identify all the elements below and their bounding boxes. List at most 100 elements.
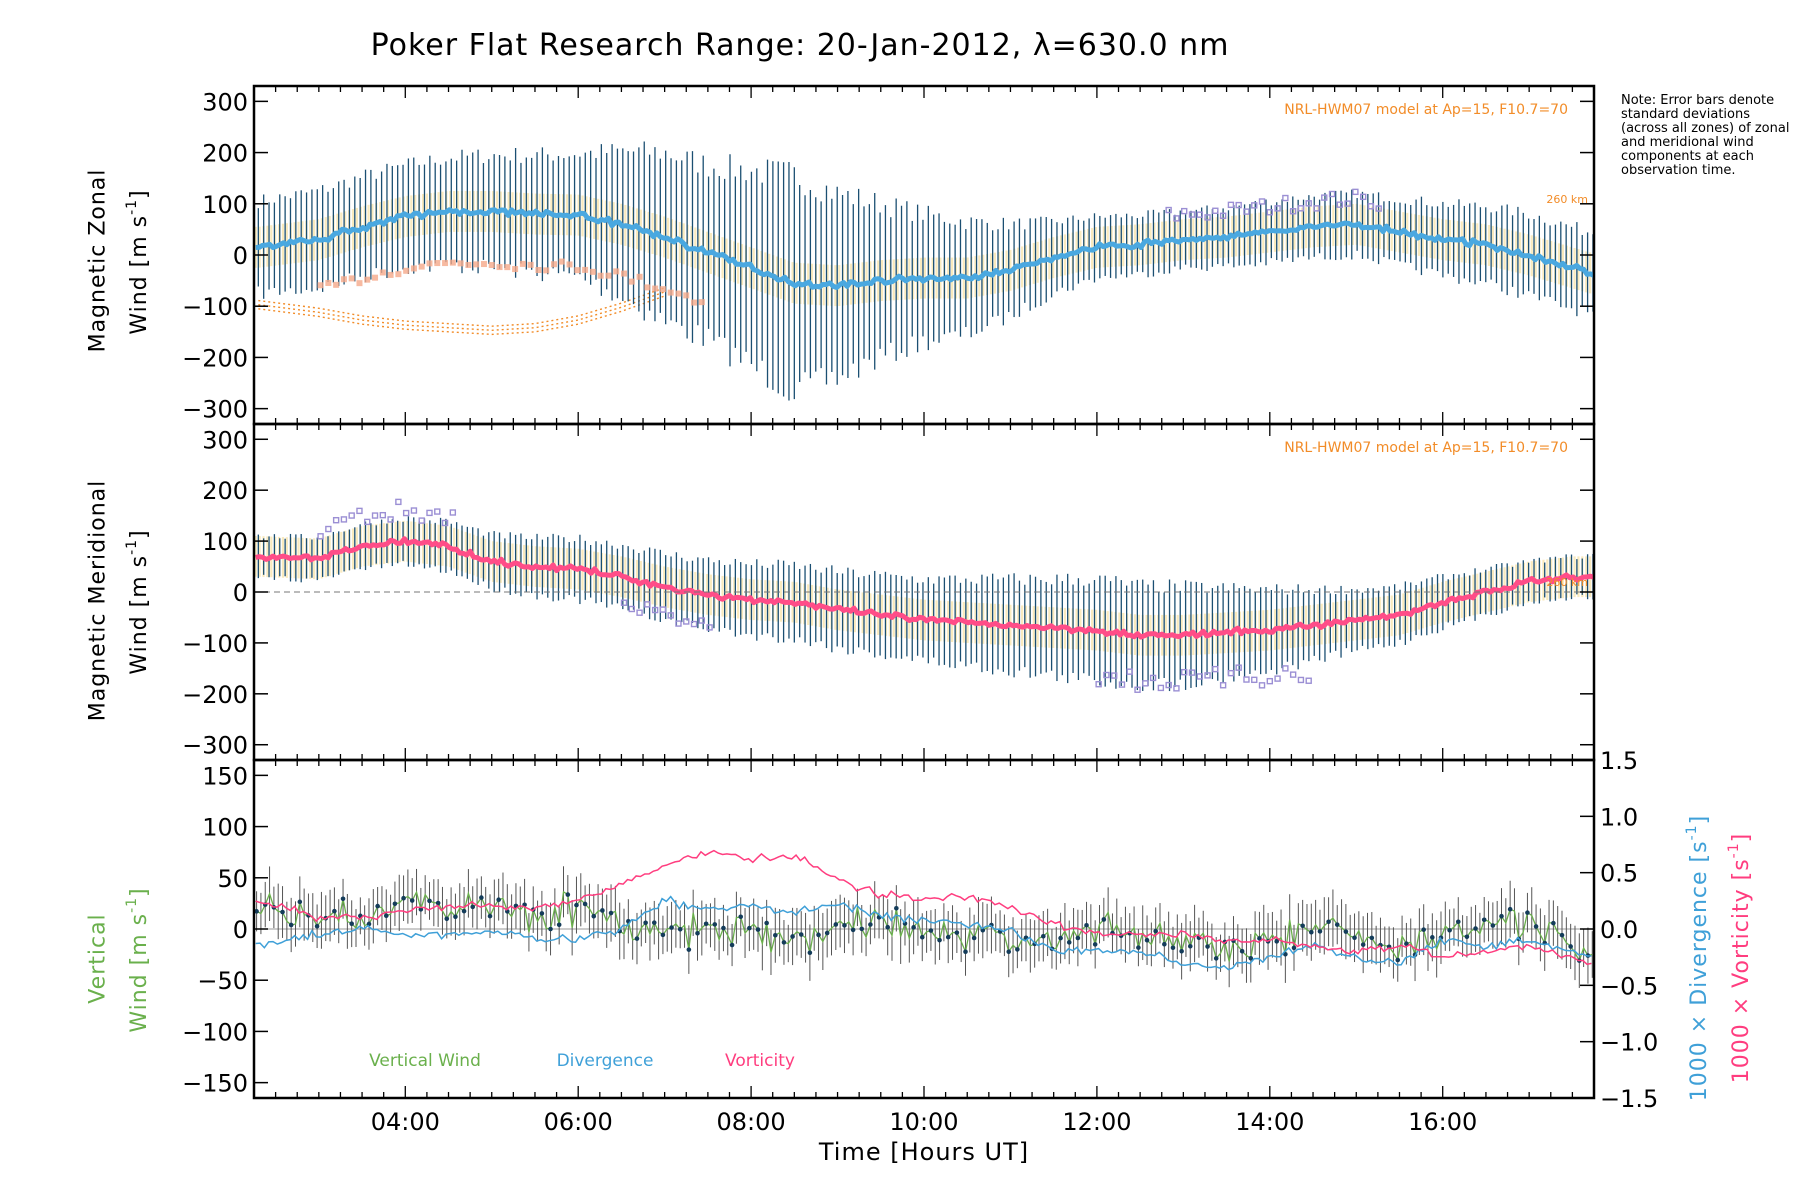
- vertical-wind-point: [574, 902, 579, 908]
- zonal-salmon-point: [379, 269, 386, 276]
- vertical-wind-point: [1205, 944, 1210, 949]
- vertical-wind-point: [280, 909, 285, 915]
- vertical-y-tick-label: −50: [197, 967, 248, 995]
- zonal-zone-point: [1321, 194, 1328, 201]
- vertical-wind-point: [1101, 917, 1107, 922]
- zonal-zone-point: [1328, 190, 1336, 198]
- meridional-zone-point: [1243, 676, 1250, 683]
- vertical-wind-point: [868, 922, 873, 927]
- vertical-wind-point: [288, 922, 294, 928]
- meridional-zone-point: [1212, 665, 1219, 673]
- zonal-salmon-point: [333, 281, 340, 288]
- vertical-wind-point: [401, 895, 406, 901]
- zonal-zone-point: [1367, 203, 1375, 210]
- zonal-zone-point: [1297, 205, 1305, 212]
- zonal-salmon-point: [550, 261, 557, 268]
- vertical-wind-point: [392, 901, 398, 907]
- y2-tick-label: −1.0: [1600, 1029, 1658, 1057]
- vertical-wind-point: [608, 910, 614, 916]
- meridional-y-tick-label: 200: [202, 477, 248, 505]
- vertical-wind-point: [721, 925, 726, 931]
- zonal-zone-point: [1289, 208, 1297, 215]
- x-axis-label: Time [Hours UT]: [818, 1138, 1030, 1166]
- zonal-altitude-label: 260 km: [1546, 193, 1588, 206]
- divergence-axis-text: 1000 × Divergence [s: [1687, 840, 1712, 1102]
- meridional-zone-point: [620, 599, 628, 606]
- vertical-wind-point: [453, 914, 458, 920]
- vertical-wind-point: [928, 928, 934, 933]
- vertical-wind-point: [937, 937, 942, 943]
- zonal-zone-point: [1305, 200, 1312, 207]
- vertical-wind-point: [1075, 935, 1081, 941]
- vorticity-axis-end: ]: [1729, 832, 1754, 843]
- meridional-zone-point: [402, 509, 410, 517]
- zonal-salmon-point: [372, 274, 379, 281]
- zonal-salmon-point: [480, 261, 487, 268]
- vertical-wind-point: [1343, 929, 1349, 934]
- figure-title: Poker Flat Research Range: 20-Jan-2012, …: [370, 28, 1230, 63]
- meridional-zone-point: [1258, 682, 1266, 689]
- vertical-wind-point: [1369, 935, 1375, 941]
- zonal-salmon-point: [698, 299, 705, 306]
- meridional-zone-point: [1188, 669, 1196, 676]
- vertical-wind-point: [1455, 919, 1461, 925]
- y2-tick-label: 1.5: [1600, 747, 1638, 775]
- x-tick-label: 16:00: [1408, 1108, 1477, 1136]
- vertical-y-tick-label: 0: [233, 916, 248, 944]
- x-tick-label: 14:00: [1235, 1108, 1304, 1136]
- meridional-ylabel-text: Wind [m s: [127, 554, 152, 675]
- zonal-salmon-point: [558, 258, 565, 265]
- vertical-wind-point: [479, 895, 484, 900]
- vorticity-axis-text: 1000 × Vorticity [s: [1729, 858, 1754, 1084]
- vertical-wind-point: [703, 921, 709, 927]
- vertical-wind-point: [669, 925, 674, 930]
- meridional-zone-point: [356, 507, 363, 515]
- vertical-wind-point: [1395, 957, 1401, 963]
- divergence-axis-sup: -1: [1684, 824, 1700, 841]
- zonal-salmon-point: [652, 285, 659, 292]
- zonal-zone-point: [1266, 209, 1274, 216]
- meridional-zone-point: [659, 606, 667, 613]
- zonal-salmon-point: [426, 260, 433, 267]
- vertical-wind-point: [885, 924, 890, 930]
- zonal-salmon-point: [395, 271, 402, 278]
- zonal-salmon-point: [442, 260, 449, 267]
- zonal-model-line: [258, 291, 665, 331]
- meridional-zone-point: [371, 512, 379, 519]
- meridional-zone-point: [395, 498, 402, 506]
- zonal-zone-point: [1196, 211, 1203, 218]
- zonal-salmon-point: [387, 271, 394, 278]
- vertical-panel: [252, 758, 1596, 1100]
- meridional-zone-point: [1103, 671, 1110, 679]
- vertical-wind-point: [919, 934, 925, 940]
- zonal-model-note: NRL-HWM07 model at Ap=15, F10.7=70: [1284, 102, 1568, 118]
- zonal-salmon-point: [613, 268, 620, 275]
- zonal-zone-point: [1344, 200, 1351, 207]
- vertical-wind-point: [1404, 941, 1409, 947]
- zonal-frame: [252, 84, 1596, 426]
- vertical-wind-point: [556, 922, 562, 928]
- vertical-wind-point: [470, 904, 476, 910]
- x-tick-label: 04:00: [371, 1108, 440, 1136]
- vertical-wind-point: [582, 901, 588, 907]
- x-tick-label: 12:00: [1062, 1108, 1131, 1136]
- vertical-wind-point: [375, 903, 380, 909]
- vertical-wind-point: [660, 932, 666, 938]
- meridional-model-note: NRL-HWM07 model at Ap=15, F10.7=70: [1284, 440, 1568, 456]
- vertical-data-layer: [254, 849, 1594, 988]
- meridional-zone-point: [434, 508, 441, 515]
- vertical-wind-point: [1213, 956, 1219, 961]
- zonal-salmon-point: [449, 259, 456, 266]
- zonal-salmon-point: [325, 279, 332, 286]
- vertical-wind-point: [591, 913, 597, 919]
- meridional-zone-point: [690, 620, 698, 628]
- meridional-zone-point: [1227, 669, 1235, 677]
- zonal-mean-line: [255, 207, 1594, 290]
- vertical-wind-point: [1187, 943, 1193, 949]
- meridional-zone-point: [1235, 664, 1242, 671]
- x-tick-label: 08:00: [717, 1108, 786, 1136]
- zonal-salmon-point: [535, 267, 542, 274]
- meridional-zone-point: [332, 516, 340, 524]
- vertical-wind-point: [755, 927, 761, 932]
- zonal-y-tick-label: 200: [202, 140, 248, 168]
